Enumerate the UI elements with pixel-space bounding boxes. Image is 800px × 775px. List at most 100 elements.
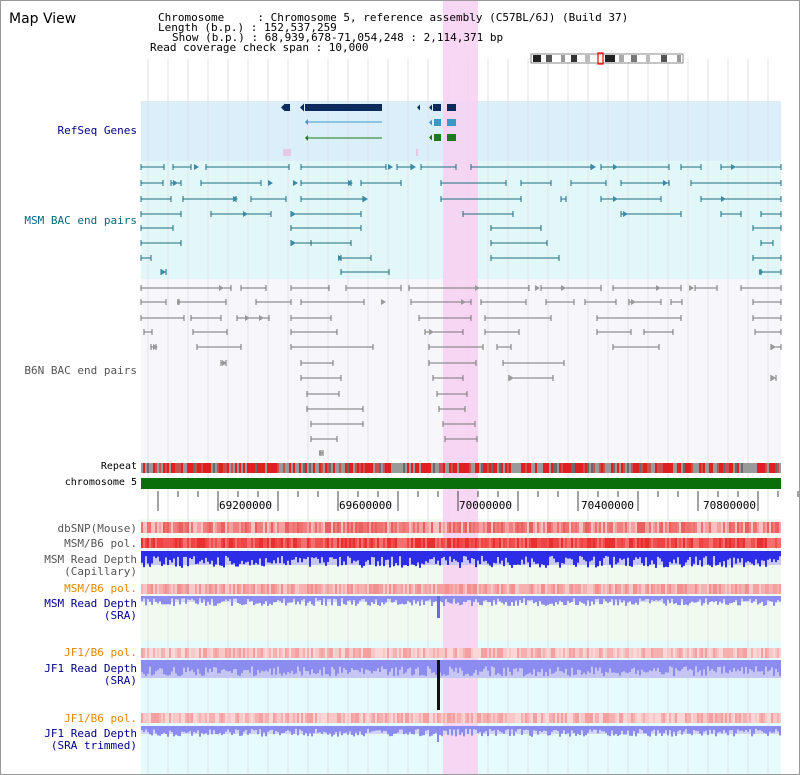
depth-bar [513,551,515,565]
repeat-segment [741,463,743,473]
depth-bar [463,660,465,676]
depth-bar [743,596,745,602]
heat-cell [455,648,457,658]
depth-bar [481,726,483,737]
heat-cell [343,584,345,594]
heat-cell [393,522,395,533]
heat-cell [277,648,279,658]
heat-cell [717,538,719,548]
depth-bar [343,551,345,562]
heat-cell [569,584,571,594]
repeat-segment [419,463,421,473]
depth-bar [359,551,361,566]
repeat-segment [433,463,435,473]
depth-bar [537,596,539,607]
depth-bar [555,551,557,563]
track-label-msm-b6-pol-2[interactable]: MSM/B6 pol. [64,582,137,595]
heat-cell [607,538,609,548]
track-label-jf1-b6-pol-1[interactable]: JF1/B6 pol. [64,646,137,659]
heat-cell [541,522,543,533]
depth-bar [259,596,261,603]
depth-bar [543,660,545,676]
heat-cell [141,522,143,533]
heat-cell [477,538,479,548]
heat-cell [495,584,497,594]
track-label-dbsnp[interactable]: dbSNP(Mouse) [57,522,137,535]
depth-bar [661,660,663,675]
depth-bar [679,726,681,730]
heat-cell [483,648,485,658]
depth-bar [633,660,635,668]
depth-bar [465,660,467,675]
depth-bar [363,596,365,599]
depth-bar [431,596,433,606]
depth-bar [505,726,507,731]
track-label-repeat[interactable]: Repeat [100,461,137,472]
repeat-segment [769,463,771,473]
heat-cell [201,584,203,594]
heat-cell [357,713,359,723]
track-label-b6n-bac[interactable]: B6N BAC end pairs [24,364,137,377]
heat-cell [341,538,343,548]
track-label-refseq[interactable]: RefSeq Genes [57,124,137,137]
repeat-segment [479,463,481,473]
heat-cell [211,713,213,723]
heat-cell [625,584,627,594]
depth-bar [205,596,207,606]
depth-bar [269,596,271,604]
track-label-msm-depth-cap[interactable]: MSM Read Depth [44,553,137,566]
heat-cell [755,713,757,723]
heat-cell [191,648,193,658]
heat-cell [659,522,661,533]
heat-cell [743,713,745,723]
heat-cell [543,584,545,594]
depth-bar [407,551,409,567]
depth-bar [445,660,447,676]
track-label-jf1-b6-pol-2[interactable]: JF1/B6 pol. [64,712,137,725]
depth-bar [185,726,187,733]
heat-cell [575,713,577,723]
heat-cell [433,522,435,533]
track-label-jf1-depth-trim[interactable]: JF1 Read Depth [44,727,137,740]
heat-cell [501,584,503,594]
depth-bar [191,596,193,599]
heat-cell [375,648,377,658]
track-label-msm-b6-pol-1[interactable]: MSM/B6 pol. [64,537,137,550]
depth-bar [225,596,227,600]
heat-cell [567,584,569,594]
depth-bar [307,551,309,557]
heat-cell [495,713,497,723]
depth-bar [199,596,201,599]
depth-bar [519,596,521,600]
heat-cell [779,584,781,594]
heat-cell [325,538,327,548]
depth-bar [481,660,483,672]
heat-cell [591,538,593,548]
heat-cell [549,522,551,533]
depth-bar [393,551,395,567]
depth-bar [775,660,777,669]
heat-cell [207,584,209,594]
heat-cell [441,522,443,533]
heat-cell [183,584,185,594]
heat-cell [509,538,511,548]
heat-cell [323,648,325,658]
track-label-msm-bac[interactable]: MSM BAC end pairs [24,214,137,227]
depth-bar [461,660,463,671]
depth-bar [267,551,269,563]
track-label-msm-depth-sra[interactable]: MSM Read Depth [44,597,137,610]
heat-cell [729,713,731,723]
track-label-jf1-depth-sra[interactable]: JF1 Read Depth [44,662,137,675]
depth-bar [533,726,535,731]
repeat-segment [221,463,223,473]
depth-bar [169,596,171,605]
depth-bar [385,551,387,561]
depth-bar [593,660,595,675]
heat-cell [267,522,269,533]
heat-cell [601,713,603,723]
depth-bar [659,660,661,673]
heat-cell [663,584,665,594]
depth-bar [153,596,155,599]
depth-bar [483,660,485,669]
depth-bar [251,726,253,730]
